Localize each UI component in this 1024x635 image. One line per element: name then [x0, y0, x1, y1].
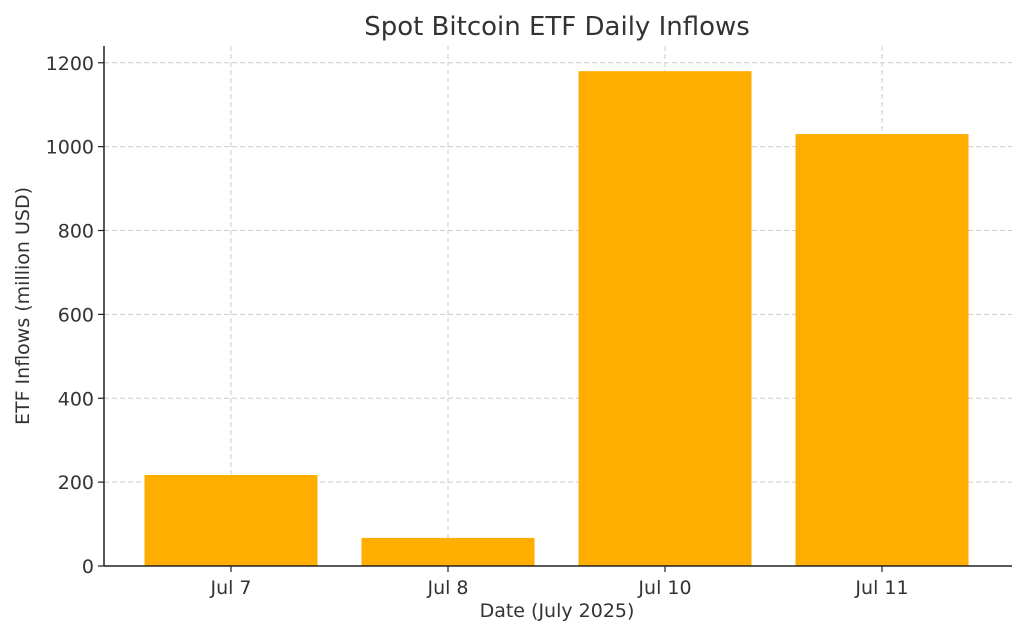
bar: [795, 134, 969, 566]
x-tick-label: Jul 7: [209, 577, 251, 599]
y-tick-label: 1000: [46, 137, 94, 159]
x-tick-label: Jul 11: [854, 577, 908, 599]
y-axis-label: ETF Inflows (million USD): [12, 187, 34, 425]
y-tick-label: 1200: [46, 53, 94, 75]
bar: [578, 71, 752, 567]
y-tick-label: 600: [58, 304, 94, 326]
bar: [144, 475, 318, 566]
x-tick-label: Jul 10: [637, 577, 691, 599]
y-tick-label: 0: [82, 556, 94, 578]
chart-title: Spot Bitcoin ETF Daily Inflows: [364, 12, 750, 42]
x-ticks: Jul 7 Jul 8 Jul 10 Jul 11: [209, 566, 909, 599]
y-tick-label: 400: [58, 388, 94, 410]
y-ticks: 0 200 400 600 800 1000 1200: [46, 53, 104, 578]
axes: [103, 46, 1012, 567]
bars: [144, 71, 969, 567]
bar: [361, 537, 535, 566]
y-tick-label: 200: [58, 472, 94, 494]
x-axis-label: Date (July 2025): [480, 600, 635, 622]
y-tick-label: 800: [58, 221, 94, 243]
x-tick-label: Jul 8: [426, 577, 468, 599]
